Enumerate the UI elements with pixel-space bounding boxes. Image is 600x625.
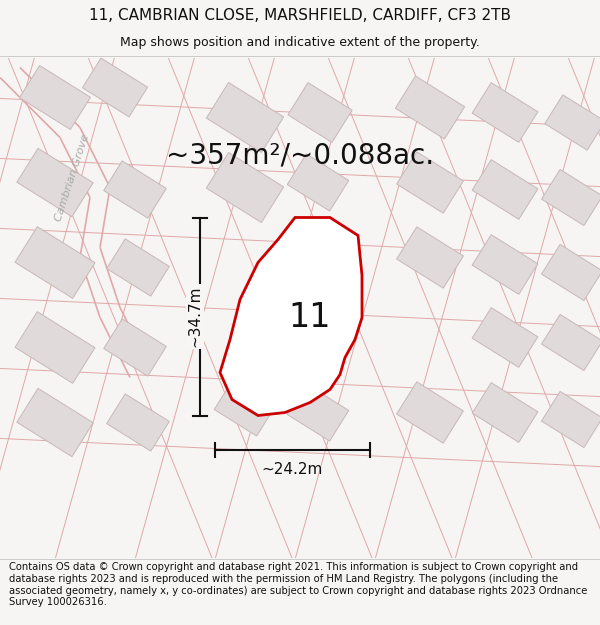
Polygon shape <box>104 161 166 218</box>
Polygon shape <box>287 384 349 441</box>
Polygon shape <box>206 82 284 152</box>
Polygon shape <box>206 152 284 222</box>
Polygon shape <box>542 169 600 226</box>
Polygon shape <box>104 319 166 376</box>
Polygon shape <box>397 152 463 213</box>
Polygon shape <box>220 217 362 416</box>
Polygon shape <box>214 379 276 436</box>
Polygon shape <box>542 244 600 301</box>
Polygon shape <box>397 382 463 443</box>
Polygon shape <box>107 394 169 451</box>
Polygon shape <box>107 239 169 296</box>
Polygon shape <box>472 234 538 294</box>
Polygon shape <box>17 148 93 217</box>
Polygon shape <box>542 391 600 448</box>
Text: 11: 11 <box>289 301 331 334</box>
Polygon shape <box>82 58 148 117</box>
Polygon shape <box>395 76 464 139</box>
Polygon shape <box>15 312 95 383</box>
Polygon shape <box>15 227 95 298</box>
Polygon shape <box>19 66 91 129</box>
Polygon shape <box>17 388 93 457</box>
Text: 11, CAMBRIAN CLOSE, MARSHFIELD, CARDIFF, CF3 2TB: 11, CAMBRIAN CLOSE, MARSHFIELD, CARDIFF,… <box>89 8 511 23</box>
Text: Map shows position and indicative extent of the property.: Map shows position and indicative extent… <box>120 36 480 49</box>
Text: Cambrian Grove: Cambrian Grove <box>53 132 91 222</box>
Text: ~357m²/~0.088ac.: ~357m²/~0.088ac. <box>166 141 434 169</box>
Polygon shape <box>287 154 349 211</box>
Polygon shape <box>397 227 463 288</box>
Polygon shape <box>472 382 538 442</box>
Polygon shape <box>542 314 600 371</box>
Polygon shape <box>472 308 538 368</box>
Polygon shape <box>472 159 538 219</box>
Polygon shape <box>288 82 352 142</box>
Polygon shape <box>472 82 538 142</box>
Text: ~34.7m: ~34.7m <box>187 286 203 348</box>
Text: ~24.2m: ~24.2m <box>262 461 323 476</box>
Text: Contains OS data © Crown copyright and database right 2021. This information is : Contains OS data © Crown copyright and d… <box>9 562 587 608</box>
Polygon shape <box>545 95 600 150</box>
